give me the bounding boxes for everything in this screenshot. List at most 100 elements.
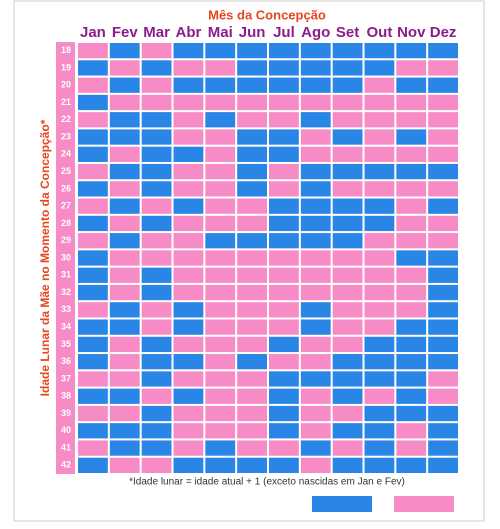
cell — [78, 284, 108, 301]
cell — [428, 388, 458, 404]
cell — [141, 129, 172, 145]
age-label: 42 — [61, 460, 71, 470]
cell — [396, 146, 427, 162]
cell — [428, 423, 458, 439]
cell — [78, 250, 108, 266]
cell — [109, 129, 140, 145]
cell — [364, 129, 395, 145]
cell — [364, 267, 395, 283]
month-label: Fev — [112, 24, 139, 41]
cell — [364, 440, 395, 456]
cell — [205, 302, 236, 318]
title: Mês da Concepção — [208, 7, 326, 22]
cell — [109, 336, 140, 353]
cell — [205, 77, 236, 93]
cell — [396, 371, 427, 387]
age-label: 23 — [61, 131, 71, 141]
cell — [205, 43, 236, 59]
cell — [205, 405, 236, 422]
cell — [78, 354, 108, 370]
cell — [109, 60, 140, 76]
cell — [269, 267, 299, 283]
cell — [78, 336, 108, 353]
cell — [364, 354, 395, 370]
cell — [269, 94, 299, 111]
cell — [269, 146, 299, 162]
cell — [428, 181, 458, 197]
cell — [78, 43, 108, 59]
cell — [205, 423, 236, 439]
cell — [173, 181, 204, 197]
cell — [396, 440, 427, 456]
cell — [237, 43, 267, 59]
cell — [300, 60, 331, 76]
age-label: 26 — [61, 183, 71, 193]
cell — [78, 388, 108, 404]
cell — [205, 440, 236, 456]
cell — [332, 94, 363, 111]
cell — [205, 457, 236, 473]
cell — [173, 423, 204, 439]
cell — [205, 181, 236, 197]
cell — [141, 336, 172, 353]
cell — [237, 198, 267, 214]
legend-label: Menino — [326, 500, 359, 511]
cell — [300, 302, 331, 318]
age-label: 41 — [61, 442, 71, 452]
cell — [396, 302, 427, 318]
month-label: Mar — [143, 24, 170, 41]
cell — [109, 198, 140, 214]
cell — [78, 60, 108, 76]
cell — [78, 94, 108, 111]
cell — [269, 77, 299, 93]
cell — [141, 457, 172, 473]
cell — [269, 440, 299, 456]
cell — [237, 60, 267, 76]
month-label: Nov — [397, 24, 426, 41]
cell — [396, 354, 427, 370]
age-label: 38 — [61, 391, 71, 401]
cell — [237, 129, 267, 145]
cell — [237, 146, 267, 162]
age-label: 32 — [61, 287, 71, 297]
cell — [364, 77, 395, 93]
cell — [269, 215, 299, 232]
cell — [428, 250, 458, 266]
age-label: 36 — [61, 356, 71, 366]
cell — [109, 371, 140, 387]
cell — [205, 112, 236, 128]
cell — [300, 77, 331, 93]
month-label: Out — [367, 24, 393, 41]
cell — [332, 267, 363, 283]
month-label: Jan — [80, 24, 106, 41]
cell — [428, 267, 458, 283]
cell — [78, 423, 108, 439]
cell — [332, 198, 363, 214]
cell — [173, 146, 204, 162]
cell — [78, 77, 108, 93]
cell — [141, 388, 172, 404]
cell — [364, 457, 395, 473]
cell — [173, 388, 204, 404]
cell — [300, 423, 331, 439]
cell — [205, 336, 236, 353]
cell — [269, 405, 299, 422]
legend-label: Menina — [408, 500, 441, 511]
cell — [428, 302, 458, 318]
cell — [332, 405, 363, 422]
cell — [364, 302, 395, 318]
age-label: 39 — [61, 408, 71, 418]
cell — [269, 43, 299, 59]
cell — [428, 112, 458, 128]
cell — [300, 354, 331, 370]
cell — [364, 233, 395, 249]
month-label: Set — [336, 24, 359, 41]
cell — [396, 319, 427, 335]
cell — [78, 319, 108, 335]
cell — [109, 112, 140, 128]
cell — [396, 43, 427, 59]
cell — [300, 146, 331, 162]
cell — [109, 457, 140, 473]
cell — [364, 405, 395, 422]
cell — [332, 112, 363, 128]
